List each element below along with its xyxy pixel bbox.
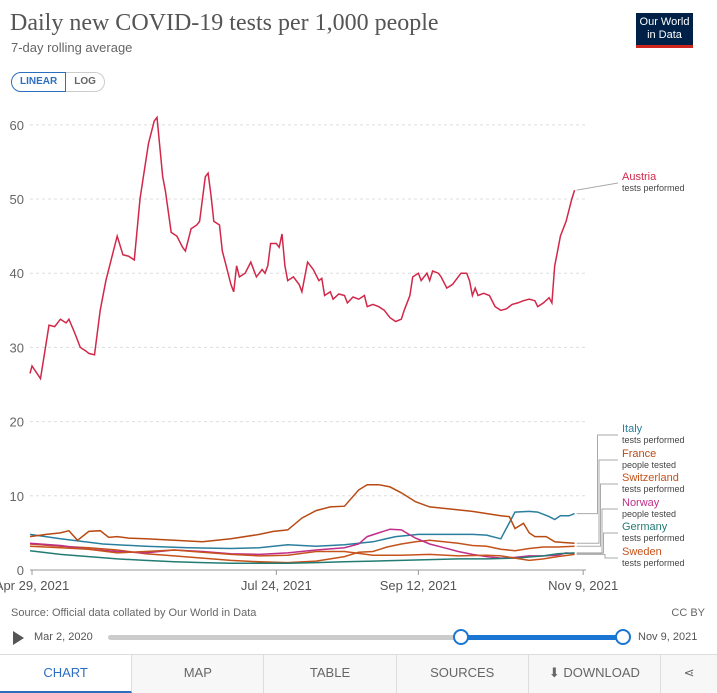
timeline-track[interactable] (108, 635, 623, 640)
series-label-italy: Italy (622, 423, 643, 435)
series-unit-norway: people tested (622, 509, 676, 519)
download-icon: ⬇ (548, 665, 564, 680)
y-tick-label: 30 (10, 340, 24, 355)
x-tick-label: Nov 9, 2021 (548, 578, 618, 593)
x-tick-label: Apr 29, 2021 (0, 578, 69, 593)
tab-download[interactable]: ⬇ DOWNLOAD (528, 655, 662, 693)
log-scale-button[interactable]: LOG (66, 72, 105, 92)
x-axis: Apr 29, 2021 Jul 24, 2021 Sep 12, 2021 Nov … (0, 570, 618, 593)
series-label-norway: Norway (622, 497, 660, 509)
series-line-switzerland (29, 539, 575, 564)
label-connector (576, 434, 618, 515)
linear-scale-button[interactable]: LINEAR (11, 72, 67, 92)
series-lines (29, 115, 576, 565)
chart-title: Daily new COVID-19 tests per 1,000 peopl… (10, 10, 439, 36)
series-line-france (29, 483, 575, 545)
label-connector (576, 483, 618, 547)
x-tick-label: Sep 12, 2021 (380, 578, 457, 593)
chart-subtitle: 7-day rolling average (11, 40, 133, 55)
license-link[interactable]: CC BY (671, 607, 705, 619)
play-icon[interactable] (13, 631, 24, 645)
y-axis: 0 10 20 30 40 50 60 (10, 118, 24, 578)
tab-map[interactable]: MAP (132, 655, 265, 693)
tab-bar: CHART MAP TABLE SOURCES ⬇ DOWNLOAD ⋖ (0, 654, 717, 693)
timeline-start-handle[interactable] (453, 629, 469, 645)
timeline: Mar 2, 2020 Nov 9, 2021 (0, 626, 717, 650)
line-chart: 0 10 20 30 40 50 60 Apr 29, 2021 Jul 24, 2021 Se… (0, 115, 685, 593)
share-icon: ⋖ (683, 665, 695, 680)
series-unit-france: people tested (622, 460, 676, 470)
logo-line2: in Data (647, 29, 682, 41)
label-connector (576, 508, 618, 555)
x-tick-label: Jul 24, 2021 (241, 578, 312, 593)
y-tick-label: 60 (10, 118, 24, 133)
tab-sources[interactable]: SOURCES (396, 655, 529, 693)
owid-logo[interactable]: Our World in Data (636, 13, 693, 48)
series-label-sweden: Sweden (622, 546, 662, 558)
tab-chart[interactable]: CHART (0, 655, 133, 693)
series-unit-sweden: tests performed (622, 558, 685, 568)
series-label-austria: Austria (622, 171, 657, 183)
series-line-austria (29, 115, 576, 381)
y-tick-label: 40 (10, 266, 24, 281)
timeline-selected-range[interactable] (461, 635, 623, 640)
y-tick-label: 0 (17, 563, 24, 578)
series-line-germany (29, 549, 575, 565)
label-connector (576, 459, 618, 544)
series-unit-italy: tests performed (622, 435, 685, 445)
series-label-switzerland: Switzerland (622, 472, 679, 484)
chart-grid (30, 124, 586, 571)
y-tick-label: 50 (10, 192, 24, 207)
label-connector (576, 532, 618, 554)
y-tick-label: 10 (10, 489, 24, 504)
scale-toggle: LINEAR LOG (11, 72, 105, 92)
timeline-end-handle[interactable] (615, 629, 631, 645)
logo-line1: Our World (639, 16, 690, 28)
y-tick-label: 20 (10, 415, 24, 430)
label-connector (576, 182, 619, 191)
series-unit-germany: tests performed (622, 533, 685, 543)
series-label-germany: Germany (622, 521, 668, 533)
share-button[interactable]: ⋖ (661, 655, 717, 693)
series-label-france: France (622, 448, 656, 460)
series-unit-austria: tests performed (622, 183, 685, 193)
source-note: Source: Official data collated by Our Wo… (11, 607, 257, 619)
label-connector (576, 553, 618, 559)
tab-download-label: DOWNLOAD (563, 665, 640, 680)
timeline-end-label: Nov 9, 2021 (638, 631, 698, 643)
tab-table[interactable]: TABLE (264, 655, 397, 693)
series-line-sweden (29, 545, 575, 562)
series-unit-switzerland: tests performed (622, 484, 685, 494)
timeline-start-label: Mar 2, 2020 (34, 631, 93, 643)
series-line-italy (29, 510, 575, 550)
